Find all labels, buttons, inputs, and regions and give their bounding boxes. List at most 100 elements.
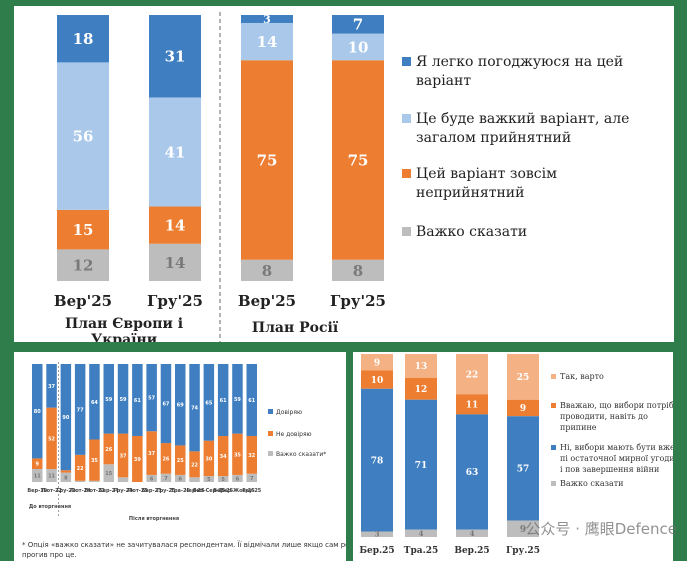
data-label: 25: [517, 373, 530, 383]
legend-label: Не довіряю: [276, 431, 312, 438]
data-label: 10: [348, 38, 369, 56]
bar-segment: [361, 531, 393, 537]
data-label: 75: [257, 151, 278, 169]
x-tick-label: Бер-25: [142, 488, 162, 494]
bar-segment: [146, 431, 157, 475]
bar-segment: [405, 529, 437, 537]
x-tick-label: Вер'25: [238, 292, 296, 310]
data-label: 61: [134, 398, 141, 404]
bar-segment: [160, 473, 172, 482]
bar-segment: [241, 15, 293, 23]
data-label: 67: [162, 402, 169, 408]
bar-segment: [103, 433, 114, 465]
data-label: 5: [207, 477, 211, 483]
bar-segment: [405, 377, 437, 400]
chart-peace-plans: 12 15 56 18 Вер'25 14 14 41 31 Гру'25 8 75 14 3 Вер'25…: [54, 12, 629, 342]
x-tick-label: Бер.25: [359, 546, 394, 556]
bar-segment: [117, 364, 129, 434]
bar-segment: [32, 364, 43, 459]
data-label: 77: [77, 407, 84, 413]
bar-segment: [203, 476, 215, 482]
bar-segment: [241, 60, 293, 260]
x-tick-label: Гру'25: [330, 292, 386, 310]
data-label: 3: [263, 13, 271, 26]
bar-segment: [332, 33, 384, 61]
legend-label: Важко сказати*: [276, 451, 326, 458]
legend-swatch: [402, 114, 411, 123]
bar-segment: [46, 469, 57, 482]
data-label: 37: [148, 451, 155, 457]
data-label: 14: [165, 254, 186, 272]
bar-segment: [203, 364, 215, 441]
data-label: 41: [165, 143, 186, 161]
bar-segment: [89, 364, 100, 440]
bar-segment: [60, 472, 72, 482]
bar-segment: [189, 364, 200, 452]
data-label: 8: [262, 262, 272, 280]
group-label: До вторгнення: [29, 504, 71, 510]
chart-panel-elections: 9 10 78 3 Бер.25 13 12 71 4 Тра.25 22 11 63 4 Вер.25 25…: [353, 352, 673, 561]
legend-swatch: [551, 374, 556, 379]
data-label: 59: [234, 397, 241, 403]
bar-segment: [32, 458, 43, 470]
watermark: 公众号 · 鹰眼Defence: [525, 520, 677, 538]
bar-segment: [232, 433, 243, 475]
bar-segment: [189, 451, 200, 478]
data-label: 15: [73, 221, 94, 239]
chart-elections: 9 10 78 3 Бер.25 13 12 71 4 Тра.25 22 11 63 4 Вер.25 25…: [359, 354, 673, 556]
bar-segment: [332, 60, 384, 260]
bar-segment: [32, 469, 43, 482]
bar-segment: [57, 62, 109, 210]
bar-segment: [74, 454, 86, 481]
data-label: 25: [177, 458, 184, 464]
legend-swatch: [551, 403, 556, 408]
legend-label: Вважаю, що вибори потрібно проводити, нав…: [560, 401, 673, 432]
legend-label: Довіряю: [276, 409, 302, 416]
bar-segment: [149, 243, 201, 281]
bar-segment: [57, 209, 109, 250]
data-label: 80: [34, 409, 41, 415]
chart-panel-peace-plans: 12 15 56 18 Вер'25 14 14 41 31 Гру'25 8 75 14 3 Вер'25…: [14, 6, 674, 342]
x-tick-label: Лип-Сер-25: [192, 488, 225, 494]
bar-segment: [149, 15, 201, 98]
data-label: 26: [162, 456, 169, 462]
bar-segment: [456, 529, 488, 537]
legend-label: Я легко погоджуюся на цей варіант: [416, 54, 623, 89]
bar-segment: [175, 364, 186, 446]
data-label: 30: [205, 456, 212, 462]
data-label: 9: [36, 462, 40, 468]
data-label: 9: [520, 404, 526, 414]
bar-segment: [217, 435, 229, 477]
bar-segment: [74, 364, 86, 455]
data-label: 12: [415, 385, 428, 395]
data-label: 3: [375, 530, 380, 539]
data-label: 6: [236, 476, 240, 482]
bar-segment: [160, 443, 172, 474]
bar-segment: [456, 394, 488, 415]
bar-segment: [117, 477, 129, 482]
group-label: План Європи і: [65, 316, 183, 332]
legend-swatch: [551, 481, 556, 486]
bar-segment: [203, 440, 215, 477]
bar-segment: [456, 414, 488, 530]
x-tick-label: Вер-Жов-25: [220, 488, 255, 494]
bar-segment: [241, 22, 293, 61]
legend-swatch: [268, 409, 273, 414]
x-tick-label: Вер'25: [54, 292, 112, 310]
x-tick-label: Лют-23: [84, 488, 105, 494]
bar-segment: [232, 364, 243, 434]
data-label: 32: [248, 453, 255, 459]
data-label: 34: [220, 454, 227, 460]
data-label: 9: [374, 358, 380, 368]
bar-segment: [405, 354, 437, 378]
data-label: 11: [48, 474, 55, 480]
bar-segment: [146, 474, 157, 482]
data-label: 15: [105, 471, 112, 477]
chart-panel-trust: 11 9 80 Вер-19 11 52 37 Лют-22 8 90 Гру-22 22 77 Лют-…: [14, 352, 346, 561]
data-label: 59: [105, 397, 112, 403]
x-tick-label: Вер.25: [454, 546, 489, 556]
data-label: 11: [34, 474, 41, 480]
data-label: 22: [191, 462, 198, 468]
bar-segment: [89, 480, 100, 482]
x-tick-label: Вер-19: [27, 488, 47, 494]
